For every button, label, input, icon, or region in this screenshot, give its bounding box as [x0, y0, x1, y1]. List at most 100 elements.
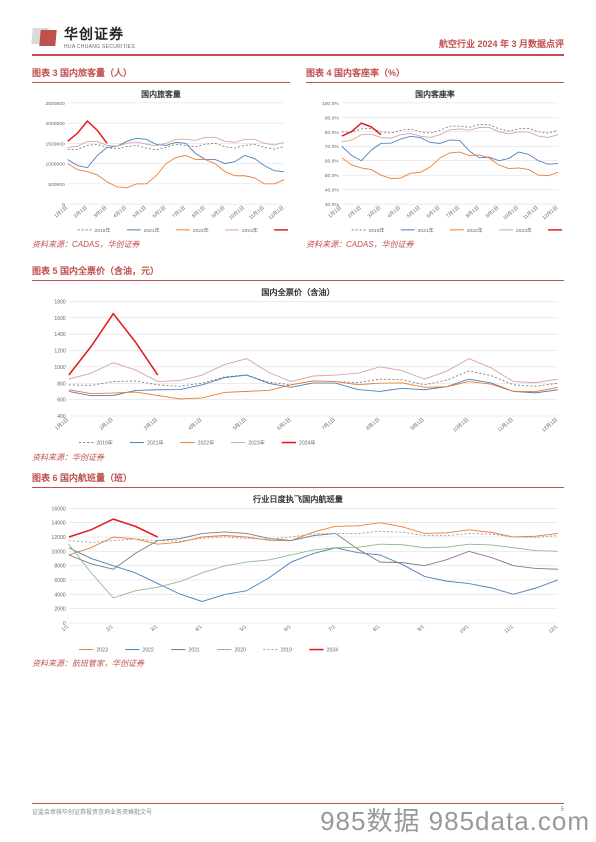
- svg-text:2022年: 2022年: [198, 439, 214, 446]
- svg-text:11/1: 11/1: [503, 623, 514, 634]
- svg-text:80.0%: 80.0%: [325, 130, 340, 136]
- svg-text:4000: 4000: [54, 592, 66, 598]
- figure-4-title: 图表 4 国内客座率（%）: [306, 66, 564, 83]
- svg-text:2000000: 2000000: [45, 121, 65, 127]
- svg-text:3月1日: 3月1日: [143, 417, 159, 432]
- svg-text:11月1日: 11月1日: [522, 205, 540, 221]
- svg-text:5/1: 5/1: [239, 623, 248, 632]
- svg-text:9月1日: 9月1日: [211, 205, 227, 220]
- svg-text:2023年: 2023年: [248, 439, 264, 446]
- svg-text:2020: 2020: [235, 647, 247, 653]
- svg-text:5月1日: 5月1日: [132, 205, 148, 220]
- svg-text:10/1: 10/1: [459, 623, 471, 634]
- chart-4: 国内客座率30.0%40.0%50.0%60.0%70.0%80.0%90.0%…: [306, 87, 564, 236]
- svg-text:8月1日: 8月1日: [191, 205, 207, 220]
- svg-text:70.0%: 70.0%: [325, 144, 340, 150]
- svg-text:16000: 16000: [52, 506, 66, 512]
- svg-text:2月1日: 2月1日: [347, 205, 363, 220]
- svg-text:1000: 1000: [54, 365, 66, 371]
- svg-text:4月1日: 4月1日: [187, 417, 203, 432]
- page-header: 华创证券 HUA CHUANG SECURITIES 航空行业 2024 年 3…: [32, 24, 564, 56]
- svg-text:1600: 1600: [54, 316, 66, 322]
- svg-text:12/1: 12/1: [548, 623, 560, 634]
- svg-text:2月1日: 2月1日: [99, 417, 115, 432]
- svg-text:2023年: 2023年: [242, 227, 258, 234]
- svg-text:5月1日: 5月1日: [406, 205, 422, 220]
- document-title: 航空行业 2024 年 3 月数据点评: [439, 37, 564, 50]
- svg-text:2022: 2022: [142, 647, 154, 653]
- svg-text:7/1: 7/1: [328, 623, 337, 632]
- svg-text:7月1日: 7月1日: [171, 205, 187, 220]
- svg-text:国内客座率: 国内客座率: [415, 89, 455, 99]
- logo-text-cn: 华创证券: [64, 24, 135, 44]
- svg-text:2019年: 2019年: [96, 439, 112, 446]
- svg-text:6月1日: 6月1日: [426, 205, 442, 220]
- svg-text:2023: 2023: [96, 647, 108, 653]
- svg-text:6000: 6000: [54, 578, 66, 584]
- svg-text:10月1日: 10月1日: [502, 205, 520, 221]
- svg-text:1500000: 1500000: [45, 141, 65, 147]
- svg-text:2019年: 2019年: [95, 227, 111, 234]
- svg-text:3/1: 3/1: [150, 623, 159, 632]
- figure-4-source: 资料来源：CADAS，华创证券: [306, 239, 564, 250]
- svg-text:8000: 8000: [54, 563, 66, 569]
- svg-text:行业日度执飞国内航班量: 行业日度执飞国内航班量: [252, 494, 343, 504]
- figure-5-title: 图表 5 国内全票价（含油，元）: [32, 264, 564, 281]
- figure-6-source: 资料来源：航班管家，华创证券: [32, 658, 564, 669]
- svg-text:12000: 12000: [52, 535, 66, 541]
- svg-text:8月1日: 8月1日: [465, 205, 481, 220]
- svg-text:6月1日: 6月1日: [276, 417, 292, 432]
- svg-text:2021年: 2021年: [144, 227, 160, 234]
- chart-5: 国内全票价（含油）400600800100012001400160018001月…: [32, 285, 564, 449]
- svg-text:50.0%: 50.0%: [325, 173, 340, 179]
- svg-text:4月1日: 4月1日: [386, 205, 402, 220]
- svg-text:11月1日: 11月1日: [497, 417, 515, 433]
- svg-text:5月1日: 5月1日: [232, 417, 248, 432]
- svg-text:2023年: 2023年: [516, 227, 532, 234]
- svg-text:2000: 2000: [54, 606, 66, 612]
- svg-text:800: 800: [57, 381, 66, 387]
- svg-text:6月1日: 6月1日: [152, 205, 168, 220]
- svg-text:2024: 2024: [327, 647, 339, 653]
- svg-text:11月1日: 11月1日: [248, 205, 266, 221]
- svg-text:10月1日: 10月1日: [452, 417, 470, 434]
- svg-text:40.0%: 40.0%: [325, 188, 340, 194]
- svg-text:国内全票价（含油）: 国内全票价（含油）: [261, 287, 335, 297]
- svg-text:2022年: 2022年: [467, 227, 483, 234]
- svg-text:2021年: 2021年: [147, 439, 163, 446]
- figure-3-title: 图表 3 国内旅客量（人）: [32, 66, 290, 83]
- chart-3: 国内旅客量05000001000000150000020000002500000…: [32, 87, 290, 236]
- svg-text:9月1日: 9月1日: [485, 205, 501, 220]
- svg-text:8/1: 8/1: [372, 623, 381, 632]
- svg-text:2/1: 2/1: [105, 623, 114, 632]
- page-number: 5: [561, 807, 564, 816]
- svg-text:2月1日: 2月1日: [73, 205, 89, 220]
- logo: 华创证券 HUA CHUANG SECURITIES: [32, 24, 135, 50]
- svg-text:2021年: 2021年: [418, 227, 434, 234]
- figure-5-source: 资料来源：华创证券: [32, 452, 564, 463]
- svg-text:2019年: 2019年: [369, 227, 385, 234]
- svg-text:12月1日: 12月1日: [268, 205, 286, 221]
- page-footer: 证监会审核华创证券投资咨询业务资格批文号 5: [32, 803, 564, 816]
- svg-text:10000: 10000: [52, 549, 66, 555]
- svg-text:2019: 2019: [281, 647, 293, 653]
- logo-icon: [32, 26, 58, 48]
- logo-text-en: HUA CHUANG SECURITIES: [64, 44, 135, 50]
- svg-text:600: 600: [57, 397, 66, 403]
- svg-text:90.0%: 90.0%: [325, 115, 340, 121]
- svg-text:7月1日: 7月1日: [321, 417, 337, 432]
- svg-text:2022年: 2022年: [193, 227, 209, 234]
- svg-text:2024年: 2024年: [299, 439, 315, 446]
- svg-text:12月1日: 12月1日: [542, 205, 560, 221]
- svg-text:2500000: 2500000: [45, 101, 65, 107]
- figure-6-title: 图表 6 国内航班量（班）: [32, 471, 564, 488]
- svg-text:2021: 2021: [189, 647, 201, 653]
- svg-text:4/1: 4/1: [194, 623, 203, 632]
- svg-text:1400: 1400: [54, 332, 66, 338]
- svg-text:100.0%: 100.0%: [322, 101, 339, 107]
- svg-text:8月1日: 8月1日: [365, 417, 381, 432]
- svg-text:3月1日: 3月1日: [93, 205, 109, 220]
- svg-text:1800: 1800: [54, 299, 66, 305]
- svg-text:12月1日: 12月1日: [541, 417, 559, 434]
- svg-text:9月1日: 9月1日: [410, 417, 426, 432]
